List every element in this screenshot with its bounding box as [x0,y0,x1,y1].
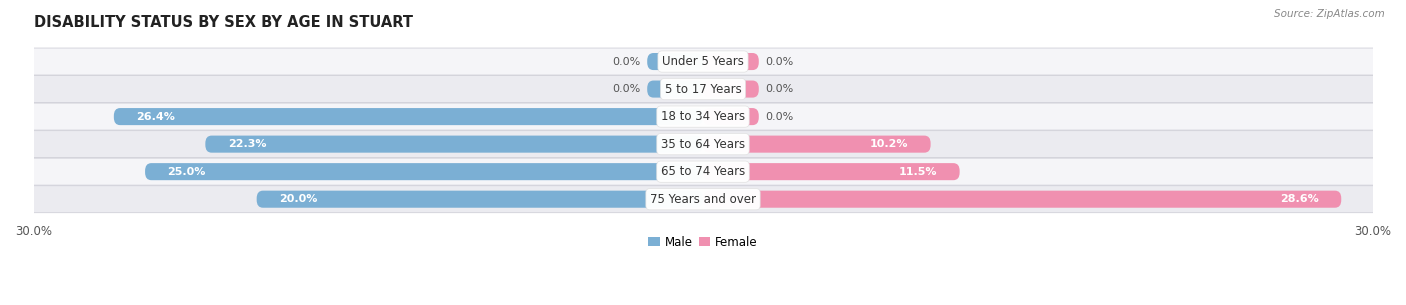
Text: 18 to 34 Years: 18 to 34 Years [661,110,745,123]
FancyBboxPatch shape [647,53,703,70]
Text: 26.4%: 26.4% [136,112,174,122]
FancyBboxPatch shape [703,81,759,98]
FancyBboxPatch shape [703,53,759,70]
Text: 0.0%: 0.0% [765,112,794,122]
Text: 11.5%: 11.5% [898,167,938,177]
FancyBboxPatch shape [22,186,1384,213]
FancyBboxPatch shape [703,108,759,125]
FancyBboxPatch shape [257,191,703,208]
Text: 65 to 74 Years: 65 to 74 Years [661,165,745,178]
Text: 0.0%: 0.0% [765,56,794,66]
Text: 28.6%: 28.6% [1281,194,1319,204]
FancyBboxPatch shape [703,136,931,153]
FancyBboxPatch shape [703,191,1341,208]
FancyBboxPatch shape [703,163,960,180]
FancyBboxPatch shape [145,163,703,180]
Text: DISABILITY STATUS BY SEX BY AGE IN STUART: DISABILITY STATUS BY SEX BY AGE IN STUAR… [34,15,412,30]
Text: 35 to 64 Years: 35 to 64 Years [661,138,745,151]
FancyBboxPatch shape [22,48,1384,75]
FancyBboxPatch shape [205,136,703,153]
Text: 0.0%: 0.0% [612,84,641,94]
Text: Source: ZipAtlas.com: Source: ZipAtlas.com [1274,9,1385,19]
FancyBboxPatch shape [647,81,703,98]
FancyBboxPatch shape [22,131,1384,158]
Text: 5 to 17 Years: 5 to 17 Years [665,83,741,95]
Text: 20.0%: 20.0% [278,194,318,204]
FancyBboxPatch shape [22,103,1384,130]
Text: 0.0%: 0.0% [612,56,641,66]
Text: 75 Years and over: 75 Years and over [650,193,756,206]
Legend: Male, Female: Male, Female [644,231,762,253]
Text: Under 5 Years: Under 5 Years [662,55,744,68]
FancyBboxPatch shape [114,108,703,125]
Text: 10.2%: 10.2% [870,139,908,149]
Text: 0.0%: 0.0% [765,84,794,94]
FancyBboxPatch shape [22,158,1384,185]
FancyBboxPatch shape [22,76,1384,102]
Text: 25.0%: 25.0% [167,167,205,177]
Text: 22.3%: 22.3% [228,139,266,149]
